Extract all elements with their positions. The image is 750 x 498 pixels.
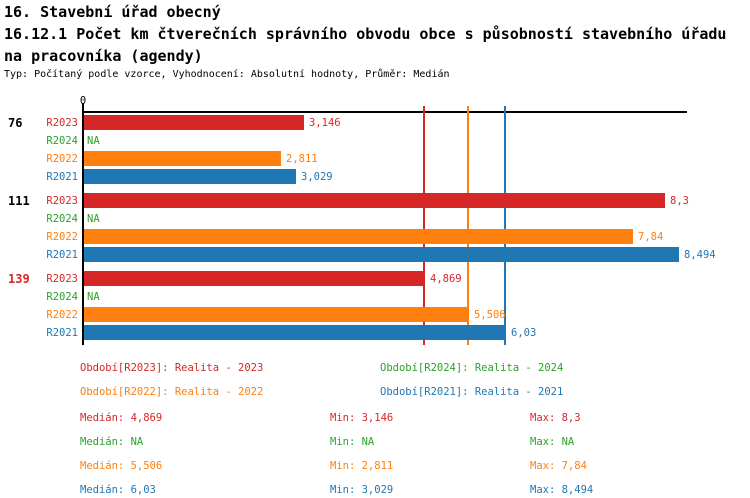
bar-na-label: NA xyxy=(87,291,100,303)
group-label-111: 111 xyxy=(8,194,30,208)
value-axis-zero-label: 0 xyxy=(79,95,87,107)
bar-value-label: 5,506 xyxy=(474,309,506,321)
group-label-139: 139 xyxy=(8,272,30,286)
stat-min-r2023: Min: 3,146 xyxy=(330,412,394,424)
series-label-r2024: R2024 xyxy=(46,291,78,303)
bar-r2021-group-111 xyxy=(84,247,679,262)
stat-median-r2023: Medián: 4,869 xyxy=(80,412,163,424)
bar-r2023-group-139 xyxy=(84,271,425,286)
series-label-r2022: R2022 xyxy=(46,231,78,243)
legend-item-r2021: Období[R2021]: Realita - 2021 xyxy=(380,386,564,398)
bar-value-label: 4,869 xyxy=(430,273,462,285)
bar-na-label: NA xyxy=(87,213,100,225)
bar-r2023-group-76 xyxy=(84,115,304,130)
bar-r2021-group-139 xyxy=(84,325,506,340)
bar-r2023-group-111 xyxy=(84,193,665,208)
median-line-r2021 xyxy=(504,106,506,345)
series-label-r2021: R2021 xyxy=(46,327,78,339)
legend-item-r2024: Období[R2024]: Realita - 2024 xyxy=(380,362,564,374)
bar-value-label: 7,84 xyxy=(638,231,664,243)
legend-item-r2022: Období[R2022]: Realita - 2022 xyxy=(80,386,264,398)
series-label-r2022: R2022 xyxy=(46,309,78,321)
series-label-r2022: R2022 xyxy=(46,153,78,165)
bar-r2022-group-139 xyxy=(84,307,469,322)
bar-r2021-group-76 xyxy=(84,169,296,184)
median-line-r2023 xyxy=(423,106,425,345)
bar-value-label: 3,029 xyxy=(301,171,333,183)
series-label-r2021: R2021 xyxy=(46,171,78,183)
legend-item-r2023: Období[R2023]: Realita - 2023 xyxy=(80,362,264,374)
series-label-r2024: R2024 xyxy=(46,135,78,147)
stat-min-r2024: Min: NA xyxy=(330,436,375,448)
series-label-r2021: R2021 xyxy=(46,249,78,261)
bar-value-label: 8,494 xyxy=(684,249,716,261)
stats-table: Medián: 4,869 Min: 3,146 Max: 8,3 Medián… xyxy=(80,412,700,498)
bar-r2022-group-111 xyxy=(84,229,633,244)
series-label-r2023: R2023 xyxy=(46,273,78,285)
report-subtitle-line2: na pracovníka (agendy) xyxy=(4,47,203,65)
report-meta: Typ: Počítaný podle vzorce, Vyhodnocení:… xyxy=(4,69,450,80)
stat-min-r2021: Min: 3,029 xyxy=(330,484,394,496)
stat-median-r2024: Medián: NA xyxy=(80,436,144,448)
series-label-r2023: R2023 xyxy=(46,117,78,129)
stat-max-r2022: Max: 7,84 xyxy=(530,460,587,472)
bar-value-label: 3,146 xyxy=(309,117,341,129)
bar-value-label: 8,3 xyxy=(670,195,689,207)
stat-max-r2023: Max: 8,3 xyxy=(530,412,581,424)
stat-median-r2021: Medián: 6,03 xyxy=(80,484,156,496)
bar-value-label: 2,811 xyxy=(286,153,318,165)
series-label-r2023: R2023 xyxy=(46,195,78,207)
stat-max-r2024: Max: NA xyxy=(530,436,575,448)
bar-r2022-group-76 xyxy=(84,151,281,166)
stat-min-r2022: Min: 2,811 xyxy=(330,460,394,472)
stat-median-r2022: Medián: 5,506 xyxy=(80,460,163,472)
stat-max-r2021: Max: 8,494 xyxy=(530,484,594,496)
median-line-r2022 xyxy=(467,106,469,345)
value-axis-line xyxy=(82,111,687,113)
bar-na-label: NA xyxy=(87,135,100,147)
group-label-76: 76 xyxy=(8,116,23,130)
report-subtitle-line1: 16.12.1 Počet km čtverečních správního o… xyxy=(4,25,727,43)
series-label-r2024: R2024 xyxy=(46,213,78,225)
bar-value-label: 6,03 xyxy=(511,327,537,339)
report-title: 16. Stavební úřad obecný xyxy=(4,3,221,21)
category-axis-line xyxy=(82,103,84,345)
